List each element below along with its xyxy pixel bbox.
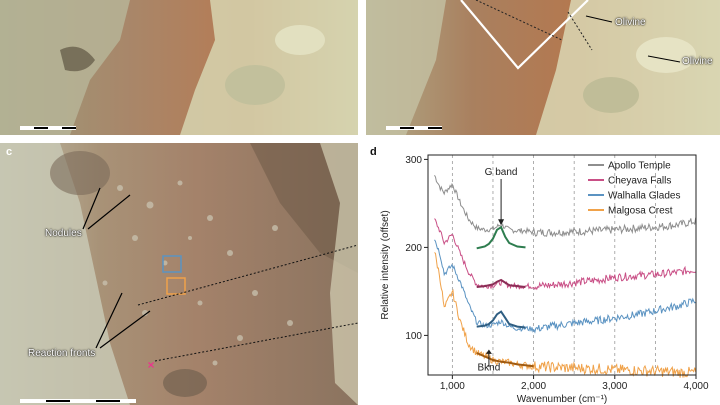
olivine-arrow-1: [585, 15, 613, 23]
panel-a-image: [0, 0, 358, 135]
reaction-fronts-arrow-1: [95, 292, 123, 349]
olivine-arrow-2: [647, 55, 681, 63]
spectra-chart: 1,000 2,000 3,000 4,000 100 200 300 Apollo Tem…: [380, 154, 709, 405]
bknd-arrowhead: [485, 349, 492, 354]
legend-label-2: Walhalla Glades: [608, 191, 680, 202]
panel-d: d 1,000 2,000 3,000 4,000 100 200 300 Apollo T…: [362, 143, 720, 405]
bknd-label: Bknd: [478, 363, 501, 374]
legend-label-0: Apollo Temple: [608, 161, 671, 172]
x-tick-label-1000: 1,000: [440, 381, 465, 392]
nodules-label: Nodules: [45, 228, 82, 239]
series-line-walhalla-glades: [434, 239, 696, 334]
nodules-arrow-2: [87, 194, 131, 230]
legend-label-3: Malgosa Crest: [608, 206, 673, 217]
panel-b: Olivine Olivine: [366, 0, 720, 135]
y-tick-label-300: 300: [405, 155, 422, 166]
chart-fits: [476, 225, 534, 368]
fit-line-malgosa-crest: [476, 352, 534, 368]
y-tick-label-100: 100: [405, 331, 422, 342]
panel-c: × c Nodules Reaction fronts: [0, 143, 358, 405]
reaction-fronts-label: Reaction fronts: [28, 348, 96, 359]
x-tick-label-3000: 3,000: [602, 381, 627, 392]
panel-d-label: d: [370, 146, 377, 158]
malgosa-crest-box: [166, 277, 186, 295]
panel-b-image: [366, 0, 720, 135]
olivine-label-1: Olivine: [615, 17, 646, 28]
panel-a: [0, 0, 358, 135]
series-line-cheyava-falls: [434, 218, 696, 291]
x-axis-label: Wavenumber (cm⁻¹): [517, 394, 607, 405]
chart-legend: Apollo Temple Cheyava Falls Walhalla Glade…: [588, 161, 680, 217]
fit-line-walhalla-glades: [476, 310, 526, 329]
cheyava-falls-marker: ×: [147, 358, 154, 372]
zoom-outline: [460, 0, 589, 70]
chart-series: [434, 175, 697, 378]
chart-grid: [451, 155, 656, 375]
g-band-arrowhead: [498, 219, 505, 226]
panel-c-image: ×: [0, 143, 358, 405]
panel-c-label: c: [6, 146, 13, 158]
fit-line-cheyava-falls: [476, 278, 526, 288]
olivine-label-2: Olivine: [682, 56, 713, 67]
plot-frame: [427, 154, 697, 376]
g-band-label: G band: [485, 167, 518, 178]
x-tick-label-2000: 2,000: [521, 381, 546, 392]
chart-ticks: 1,000 2,000 3,000 4,000 100 200 300: [405, 155, 709, 392]
walhalla-glades-box: [162, 255, 182, 273]
fit-line-apollo-temple: [476, 225, 526, 250]
reaction-fronts-arrow-2: [99, 310, 151, 349]
y-axis-label: Relative intensity (offset): [380, 210, 391, 319]
y-tick-label-200: 200: [405, 243, 422, 254]
nodules-arrow-1: [82, 187, 101, 230]
legend-label-1: Cheyava Falls: [608, 176, 671, 187]
series-line-malgosa-crest: [434, 252, 697, 378]
series-line-apollo-temple: [434, 175, 697, 238]
x-tick-label-4000: 4,000: [683, 381, 708, 392]
